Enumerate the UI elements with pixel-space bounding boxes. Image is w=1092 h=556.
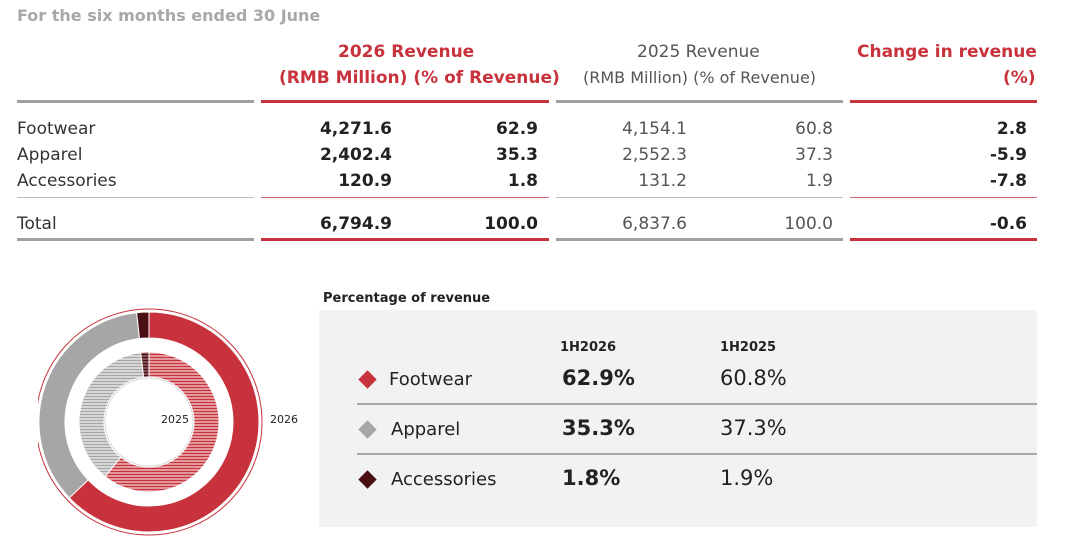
pct-panel-title: Percentage of revenue [323,291,491,306]
outer-ring-border [38,308,263,536]
rev2025-value: 131.2 [638,171,687,191]
pct2026-value: 62.9 [496,119,538,139]
pct-2026: 1.8% [562,466,621,490]
pct2026-value: 1.8 [507,171,538,191]
total-rev2026: 6,794.9 [319,214,392,234]
rev2025-header: 2025 Revenue [637,42,760,62]
inner-ring-label: 2025 [161,413,189,426]
change-value: 2.8 [996,119,1027,139]
pct2025-value: 60.8 [795,119,833,139]
footer-rule-2025 [556,238,843,241]
rev2025-value: 4,154.1 [622,119,687,139]
separator [261,197,549,198]
period-caption: For the six months ended 30 June [17,6,321,25]
change-header: Change in revenue [857,42,1037,62]
row-label: Accessories [17,171,117,191]
rev2026-subheader: (RMB Million) (% of Revenue) [279,68,560,88]
ring-2025 [78,351,220,493]
header-rule-change [850,100,1037,103]
pct2026-value: 35.3 [496,145,538,165]
donut-slice-footwear [68,311,260,533]
header-rule-2026 [261,100,549,103]
panel-separator [357,403,1037,405]
change-subheader: (%) [1003,68,1036,88]
change-value: -5.9 [989,145,1027,165]
rev2026-header: 2026 Revenue [338,42,475,62]
separator [17,197,254,198]
pct-2026: 35.3% [562,416,635,440]
donut-hole [104,377,194,467]
header-rule-label [17,100,254,103]
total-pct2026: 100.0 [484,214,538,234]
change-value: -7.8 [989,171,1027,191]
rev2026-value: 120.9 [338,171,392,191]
pct-2025: 1.9% [720,466,774,490]
total-pct2025: 100.0 [784,214,833,234]
panel-separator [357,453,1037,455]
pct2025-value: 1.9 [805,171,833,191]
donut-slice-footwear [104,351,220,493]
donut-slice-accessories [140,351,150,378]
total-change: -0.6 [989,214,1027,234]
rev2025-subheader: (RMB Million) (% of Revenue) [583,68,817,87]
donut-slice-accessories [136,311,150,340]
rev2025-value: 2,552.3 [622,145,687,165]
pct-panel [319,310,1037,527]
pct-2026: 62.9% [562,366,635,390]
header-rule-2025 [556,100,843,103]
row-label: Apparel [17,145,83,165]
footer-rule-change [850,238,1037,241]
row-label: Footwear [17,119,96,139]
revenue-donut-chart: 2025 2026 [38,308,298,536]
rev2026-value: 2,402.4 [319,145,392,165]
pct-2025: 60.8% [720,366,787,390]
rev2026-value: 4,271.6 [319,119,392,139]
legend-label: Apparel [391,419,461,440]
pct-col-header-2025: 1H2025 [720,340,777,355]
separator [850,197,1037,198]
legend-label: Accessories [391,469,497,490]
outer-ring-label: 2026 [270,413,298,426]
ring-2026 [38,311,260,533]
total-rev2025: 6,837.6 [622,214,687,234]
pct2025-value: 37.3 [795,145,833,165]
legend-label: Footwear [389,369,473,390]
total-label: Total [17,214,57,234]
separator [556,197,843,198]
pct-2025: 37.3% [720,416,787,440]
footer-rule-label [17,238,254,241]
footer-rule-2026 [261,238,549,241]
donut-slice-apparel [78,351,145,478]
pct-col-header-2026: 1H2026 [560,340,617,355]
